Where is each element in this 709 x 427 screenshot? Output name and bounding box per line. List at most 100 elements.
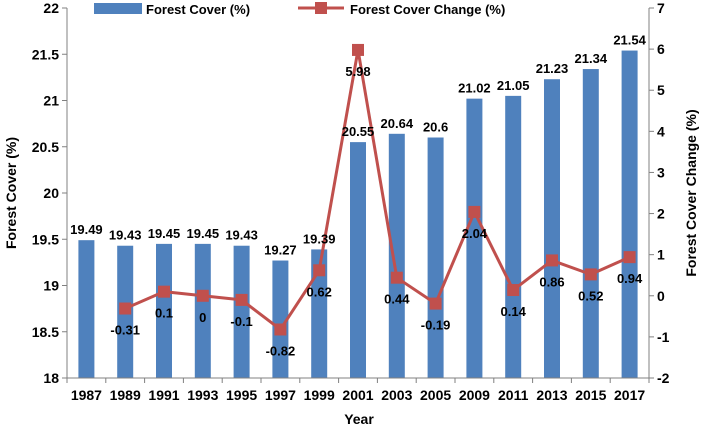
x-tick-label: 1987 (71, 387, 102, 403)
bar-2011 (505, 95, 522, 378)
x-tick-label: 2003 (381, 387, 412, 403)
bar-value-label: 20.6 (423, 120, 448, 135)
y-tick-label: 22 (43, 0, 59, 16)
x-tick-label: 1995 (226, 387, 257, 403)
line-point-1997 (274, 323, 287, 336)
bar-value-label: 19.39 (303, 231, 336, 246)
legend-label-forest-cover-change: Forest Cover Change (%) (350, 2, 505, 17)
y2-tick-label: 4 (657, 123, 665, 139)
y2-tick-label: -1 (657, 329, 670, 345)
y2-tick-label: 6 (657, 41, 665, 57)
line-value-label: -0.82 (266, 343, 296, 358)
bar-value-label: 19.45 (187, 226, 220, 241)
x-tick-label: 1999 (304, 387, 335, 403)
y-axis-title: Forest Cover (%) (3, 137, 19, 249)
x-tick-label: 1989 (110, 387, 141, 403)
y-tick-label: 18 (43, 370, 59, 386)
line-point-1991 (158, 285, 170, 298)
y-tick-label: 18.5 (32, 324, 59, 340)
line-value-label: 2.04 (462, 226, 488, 241)
bar-value-label: 19.27 (264, 243, 297, 258)
line-value-label: 0.52 (578, 288, 603, 303)
y2-tick-label: 2 (657, 206, 665, 222)
line-point-1995 (235, 293, 248, 306)
x-axis-title: Year (344, 411, 374, 427)
line-point-2005 (429, 297, 442, 310)
bar-value-label: 21.54 (613, 33, 646, 48)
line-series (119, 43, 636, 336)
line-point-2013 (546, 254, 558, 267)
bar-value-label: 21.05 (497, 78, 530, 93)
bar-1987 (78, 240, 95, 378)
line-point-1993 (196, 289, 209, 302)
line-value-label: 0.1 (155, 306, 173, 321)
x-tick-label: 2011 (498, 387, 529, 403)
x-tick-label: 2017 (614, 387, 645, 403)
x-tick-label: 1991 (148, 387, 179, 403)
line-point-2011 (507, 284, 520, 297)
x-tick-label: 2005 (420, 387, 451, 403)
line-value-label: -0.19 (421, 318, 451, 333)
bar-value-label: 19.45 (148, 226, 181, 241)
legend: Forest Cover (%) Forest Cover Change (%) (94, 2, 505, 17)
y-tick-label: 19 (43, 278, 59, 294)
line-value-label: 0.62 (307, 284, 332, 299)
line-value-label: 5.98 (345, 64, 370, 79)
bar-1995 (233, 245, 250, 378)
bar-value-label: 21.34 (575, 51, 608, 66)
legend-label-forest-cover: Forest Cover (%) (146, 2, 250, 17)
line-value-label: 0.94 (617, 271, 643, 286)
line-point-2009 (468, 205, 481, 218)
line-point-1999 (313, 264, 326, 277)
y-tick-label: 20.5 (32, 139, 59, 155)
bar-value-label: 21.02 (458, 81, 491, 96)
bar-2001 (350, 142, 366, 378)
bar-value-label: 19.43 (225, 228, 258, 243)
bar-value-label: 20.64 (381, 116, 414, 131)
y2-tick-label: 0 (657, 288, 665, 304)
legend-swatch-marker (315, 2, 327, 14)
line-point-2003 (390, 271, 403, 284)
y-tick-label: 19.5 (32, 231, 59, 247)
x-tick-label: 1997 (265, 387, 296, 403)
y-tick-label: 21.5 (32, 46, 59, 62)
line-value-label: 0 (199, 310, 206, 325)
line-point-2017 (623, 251, 636, 264)
x-tick-label: 2001 (342, 387, 373, 403)
line-point-1989 (119, 302, 132, 315)
line-value-label: 0.44 (384, 292, 410, 307)
bar-2015 (582, 69, 599, 379)
line-value-label: 0.14 (501, 304, 527, 319)
line-value-label: 0.86 (539, 274, 564, 289)
y2-axis-title: Forest Cover Change (%) (683, 109, 699, 276)
bar-1993 (194, 243, 211, 378)
line-value-label: -0.1 (230, 314, 252, 329)
x-tick-label: 1993 (187, 387, 218, 403)
y-tick-label: 20 (43, 185, 59, 201)
line-point-2001 (352, 43, 364, 56)
bar-value-label: 19.43 (109, 228, 142, 243)
x-tick-label: 2009 (459, 387, 490, 403)
y2-tick-label: 7 (657, 0, 665, 16)
y2-tick-label: -2 (657, 370, 670, 386)
data-labels: 19.49 19.43 19.45 19.45 19.43 19.27 19.39 20.55… (70, 33, 647, 359)
bar-2003 (388, 133, 405, 378)
bar-2009 (466, 98, 483, 379)
legend-swatch-forest-cover (94, 3, 142, 14)
y2-tick-label: 3 (657, 164, 665, 180)
bar-value-label: 21.23 (536, 61, 569, 76)
bar-1991 (156, 243, 172, 378)
bar-2005 (427, 137, 444, 378)
bar-2013 (544, 79, 560, 378)
forest-cover-change-line (124, 48, 631, 331)
bar-value-label: 20.55 (342, 124, 375, 139)
x-tick-label: 2013 (536, 387, 567, 403)
bar-value-label: 19.49 (70, 222, 103, 237)
bar-1999 (311, 249, 328, 378)
y2-tick-label: 5 (657, 82, 665, 98)
x-tick-label: 2015 (575, 387, 606, 403)
y-tick-label: 21 (43, 93, 59, 109)
y2-tick-label: 1 (657, 247, 665, 263)
axes: 18 18.5 19 19.5 20 20.5 21 21.5 22 -2 -1 0 1 2 3 4 5 6 7 19… (32, 0, 670, 403)
